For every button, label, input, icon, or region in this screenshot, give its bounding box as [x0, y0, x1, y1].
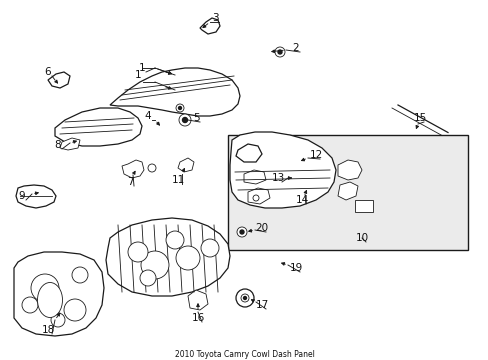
Circle shape: [236, 289, 253, 307]
Polygon shape: [244, 170, 265, 184]
Circle shape: [140, 270, 156, 286]
Circle shape: [240, 230, 244, 234]
Text: 12: 12: [309, 150, 322, 160]
Polygon shape: [122, 160, 143, 178]
Polygon shape: [187, 290, 207, 310]
Circle shape: [31, 274, 59, 302]
Text: 19: 19: [289, 263, 302, 273]
Text: 11: 11: [171, 175, 184, 185]
Text: 18: 18: [41, 325, 55, 335]
Circle shape: [237, 227, 246, 237]
Text: 6: 6: [44, 67, 51, 77]
Circle shape: [51, 313, 65, 327]
Text: 5: 5: [192, 113, 199, 123]
Text: 7: 7: [126, 177, 133, 187]
Polygon shape: [178, 158, 194, 172]
Polygon shape: [236, 144, 262, 162]
Bar: [354, 200, 372, 212]
Circle shape: [252, 195, 259, 201]
Circle shape: [243, 297, 246, 300]
Polygon shape: [337, 182, 357, 200]
Text: 16: 16: [191, 313, 204, 323]
Polygon shape: [60, 138, 80, 150]
Circle shape: [274, 47, 285, 57]
Text: 10: 10: [355, 233, 368, 243]
Circle shape: [176, 104, 183, 112]
Text: 9: 9: [19, 191, 25, 201]
Text: 15: 15: [412, 113, 426, 123]
Polygon shape: [55, 108, 142, 146]
Circle shape: [148, 164, 156, 172]
Circle shape: [182, 117, 187, 122]
Circle shape: [176, 246, 200, 270]
Text: 8: 8: [55, 140, 61, 150]
Polygon shape: [247, 188, 269, 204]
Text: 2: 2: [292, 43, 299, 53]
Polygon shape: [16, 185, 56, 208]
Circle shape: [278, 50, 282, 54]
Text: 3: 3: [211, 13, 218, 23]
Circle shape: [178, 107, 181, 109]
Text: 1: 1: [139, 63, 145, 73]
Text: 14: 14: [295, 195, 308, 205]
Polygon shape: [14, 252, 104, 336]
Circle shape: [165, 231, 183, 249]
Polygon shape: [48, 72, 70, 88]
Bar: [227, 135, 467, 250]
Circle shape: [128, 242, 148, 262]
Circle shape: [64, 299, 86, 321]
Text: 2010 Toyota Camry Cowl Dash Panel
Diagram for 55101-33270: 2010 Toyota Camry Cowl Dash Panel Diagra…: [174, 350, 314, 360]
Text: 4: 4: [144, 111, 151, 121]
Polygon shape: [110, 68, 240, 116]
Circle shape: [179, 114, 191, 126]
Text: 1: 1: [134, 70, 141, 80]
Polygon shape: [337, 160, 361, 180]
Text: 13: 13: [271, 173, 284, 183]
Text: 17: 17: [255, 300, 268, 310]
Circle shape: [72, 267, 88, 283]
Text: 20: 20: [255, 223, 268, 233]
Polygon shape: [229, 132, 335, 208]
Ellipse shape: [38, 283, 62, 318]
Circle shape: [22, 297, 38, 313]
Circle shape: [201, 239, 219, 257]
Circle shape: [241, 294, 248, 302]
Polygon shape: [200, 18, 220, 34]
Circle shape: [141, 251, 169, 279]
Polygon shape: [106, 218, 229, 296]
